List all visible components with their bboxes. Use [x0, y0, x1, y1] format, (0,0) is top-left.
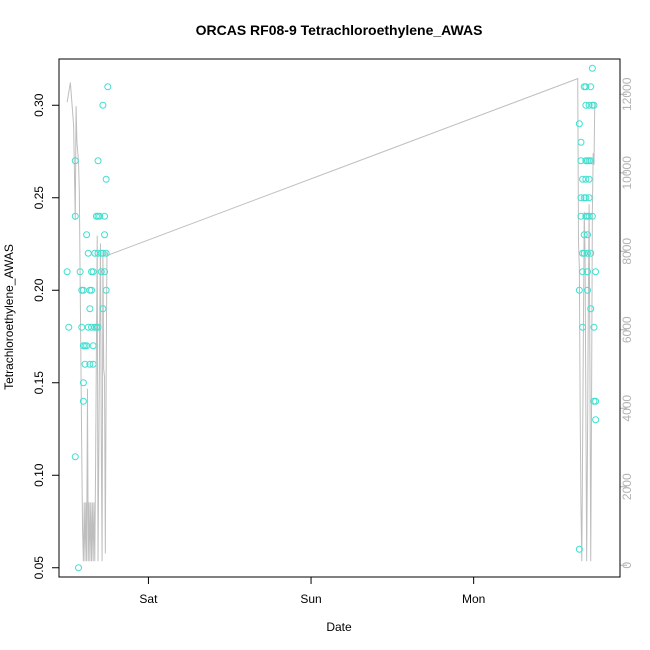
data-point — [587, 157, 595, 165]
data-point — [71, 453, 79, 461]
y-tick-label: 0.15 — [32, 371, 46, 395]
data-point — [71, 212, 79, 220]
data-point — [585, 212, 593, 220]
data-point — [101, 268, 109, 276]
data-point — [582, 175, 590, 183]
data-point — [577, 138, 585, 146]
data-point — [585, 194, 593, 202]
data-point — [79, 379, 87, 387]
chart-title: ORCAS RF08-9 Tetrachloroethylene_AWAS — [196, 22, 483, 38]
data-point — [582, 101, 590, 109]
data-point — [579, 268, 587, 276]
y2-tick-label: 10000 — [620, 156, 634, 190]
data-point — [575, 286, 583, 294]
altitude-line-layer — [66, 77, 596, 562]
data-point — [583, 249, 591, 257]
data-point — [585, 101, 593, 109]
data-point — [89, 268, 97, 276]
data-point — [579, 323, 587, 331]
data-point — [582, 194, 590, 202]
data-point — [587, 249, 595, 257]
y2-tick-label: 8000 — [620, 238, 634, 265]
data-point — [102, 286, 110, 294]
data-point — [585, 175, 593, 183]
data-point — [592, 416, 600, 424]
y2-tick-label: 12000 — [620, 77, 634, 111]
data-point — [71, 157, 79, 165]
y-tick-label: 0.25 — [32, 186, 46, 210]
data-point — [88, 323, 96, 331]
data-point — [582, 83, 590, 91]
data-point — [81, 360, 89, 368]
y2-tick-label: 4000 — [620, 395, 634, 422]
y2-tick-label: 0 — [620, 562, 634, 569]
data-point — [577, 194, 585, 202]
data-point — [583, 231, 591, 239]
data-point — [76, 268, 84, 276]
data-point — [79, 397, 87, 405]
altitude-line — [66, 77, 596, 562]
data-point — [590, 323, 598, 331]
data-point — [575, 120, 583, 128]
data-point — [104, 83, 112, 91]
data-point — [89, 342, 97, 350]
data-point — [102, 175, 110, 183]
data-point — [83, 231, 91, 239]
y2-tick-label: 6000 — [620, 316, 634, 343]
data-point — [577, 212, 585, 220]
plot-frame — [58, 58, 621, 578]
y-tick-label: 0.10 — [32, 463, 46, 487]
data-point — [592, 397, 600, 405]
data-point — [588, 64, 596, 72]
data-point — [91, 249, 99, 257]
data-point — [99, 305, 107, 313]
data-point — [101, 212, 109, 220]
y2-tick-label: 2000 — [620, 473, 634, 500]
x-tick-label: Mon — [462, 592, 485, 606]
data-point — [102, 249, 110, 257]
data-point — [99, 101, 107, 109]
data-point — [99, 249, 107, 257]
data-point — [590, 101, 598, 109]
data-point — [86, 305, 94, 313]
data-point — [65, 323, 73, 331]
y-tick-label: 0.05 — [32, 556, 46, 580]
data-point — [89, 360, 97, 368]
data-point — [592, 268, 600, 276]
data-point — [63, 268, 71, 276]
data-point — [94, 157, 102, 165]
data-point — [86, 360, 94, 368]
data-point — [587, 305, 595, 313]
data-point — [97, 268, 105, 276]
data-point — [79, 286, 87, 294]
data-point — [101, 231, 109, 239]
x-axis-label: Date — [326, 620, 352, 634]
data-point — [96, 212, 104, 220]
data-point — [83, 342, 91, 350]
data-point — [88, 286, 96, 294]
data-point — [580, 231, 588, 239]
data-point — [75, 564, 83, 572]
y-tick-label: 0.20 — [32, 278, 46, 302]
x-tick-label: Sat — [139, 592, 158, 606]
data-point — [94, 249, 102, 257]
y-axis-label: Tetrachloroethylene_AWAS — [2, 244, 16, 390]
scatter-points-layer — [63, 64, 600, 572]
y-tick-label: 0.30 — [32, 93, 46, 117]
data-point — [587, 83, 595, 91]
data-point — [588, 212, 596, 220]
data-point — [583, 268, 591, 276]
data-point — [577, 157, 585, 165]
data-point — [575, 545, 583, 553]
x-tick-label: Sun — [300, 592, 321, 606]
data-point — [94, 323, 102, 331]
data-point — [583, 286, 591, 294]
